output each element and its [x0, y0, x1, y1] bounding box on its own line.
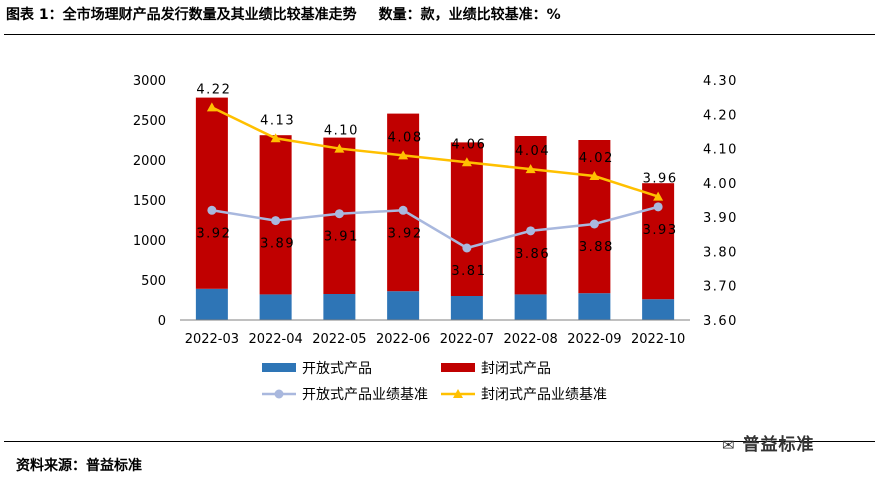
- closed-benchmark-point: [461, 157, 472, 167]
- open-benchmark-point: [271, 216, 281, 226]
- open-product-bar: [642, 299, 675, 320]
- y-right-tick-label: 4.00: [703, 177, 738, 192]
- open-benchmark-data-label: 3.88: [579, 240, 614, 255]
- legend-swatch-bar: [441, 363, 475, 372]
- closed-product-bar: [387, 113, 420, 292]
- closed-benchmark-data-label: 3.96: [643, 172, 678, 187]
- open-benchmark-point: [334, 209, 344, 219]
- legend-swatch-bar: [262, 363, 296, 372]
- y-right-tick-label: 3.70: [703, 280, 738, 295]
- x-tick-label: 2022-09: [567, 332, 621, 347]
- closed-benchmark-data-label: 4.22: [196, 82, 231, 97]
- y-left-tick-label: 1000: [133, 234, 166, 249]
- legend-swatch-marker: [453, 389, 463, 398]
- closed-benchmark-data-label: 4.08: [388, 130, 423, 145]
- wechat-icon: ✉: [722, 436, 736, 454]
- closed-product-bar: [195, 97, 228, 289]
- closed-benchmark-data-label: 4.04: [515, 144, 550, 159]
- closed-product-bar: [578, 140, 611, 294]
- bottom-rule: [4, 441, 875, 442]
- unit-note: 数量：款，业绩比较基准：%: [378, 7, 561, 23]
- closed-benchmark-point: [334, 143, 345, 153]
- open-benchmark-point: [653, 202, 663, 212]
- y-right-tick-label: 4.20: [703, 108, 738, 123]
- closed-product-bar: [642, 183, 675, 300]
- y-right-tick-label: 3.80: [703, 245, 738, 260]
- y-right-tick-label: 3.60: [703, 314, 738, 329]
- closed-benchmark-data-label: 4.10: [324, 124, 359, 139]
- y-right-tick-label: 4.30: [703, 74, 738, 89]
- closed-benchmark-point: [589, 171, 600, 180]
- y-right-tick-label: 4.10: [703, 143, 738, 158]
- closed-benchmark-data-label: 4.13: [260, 113, 295, 128]
- open-benchmark-data-label: 3.89: [260, 237, 295, 252]
- open-benchmark-data-label: 3.91: [324, 230, 359, 245]
- closed-benchmark-point: [206, 102, 217, 112]
- open-benchmark-data-label: 3.86: [515, 247, 550, 262]
- y-left-tick-label: 1500: [133, 194, 166, 209]
- open-benchmark-point: [589, 219, 599, 229]
- y-left-tick-label: 3000: [133, 74, 166, 89]
- closed-benchmark-line: [211, 106, 659, 198]
- chart-title-text: 图表 1：全市场理财产品发行数量及其业绩比较基准走势: [6, 7, 357, 23]
- y-left-tick-label: 2500: [133, 114, 166, 129]
- closed-product-bar: [259, 135, 292, 295]
- x-tick-label: 2022-06: [376, 332, 430, 347]
- y-right-tick-label: 3.90: [703, 211, 738, 226]
- x-tick-label: 2022-03: [185, 332, 239, 347]
- open-benchmark-point: [462, 243, 472, 253]
- open-benchmark-data-label: 3.93: [643, 223, 678, 238]
- open-benchmark-point: [526, 226, 536, 236]
- x-tick-label: 2022-07: [440, 332, 494, 347]
- y-left-tick-label: 2000: [133, 154, 166, 169]
- closed-benchmark-point: [270, 133, 281, 143]
- watermark-text: 普益标准: [742, 435, 815, 455]
- x-tick-label: 2022-08: [503, 332, 557, 347]
- chart-title: 图表 1：全市场理财产品发行数量及其业绩比较基准走势 数量：款，业绩比较基准：%: [6, 4, 561, 24]
- closed-benchmark-data-label: 4.02: [579, 151, 614, 166]
- open-product-bar: [195, 288, 228, 320]
- open-product-bar: [450, 296, 483, 320]
- y-left-tick-label: 500: [141, 274, 166, 289]
- open-benchmark-point: [207, 205, 217, 215]
- open-product-bar: [578, 293, 611, 320]
- open-product-bar: [323, 294, 356, 320]
- open-product-bar: [514, 294, 547, 320]
- x-tick-label: 2022-10: [631, 332, 685, 347]
- top-rule: [4, 34, 875, 35]
- open-benchmark-data-label: 3.81: [451, 264, 486, 279]
- legend-label: 开放式产品业绩基准: [302, 386, 428, 403]
- open-product-bar: [387, 291, 420, 320]
- source-note: 资料来源：普益标准: [16, 458, 142, 474]
- closed-benchmark-point: [398, 150, 409, 160]
- open-benchmark-data-label: 3.92: [196, 226, 231, 241]
- legend-swatch-marker: [274, 389, 284, 399]
- open-benchmark-data-label: 3.92: [388, 226, 423, 241]
- x-tick-label: 2022-05: [312, 332, 366, 347]
- legend-label: 开放式产品: [302, 361, 372, 377]
- legend-label: 封闭式产品: [481, 361, 551, 377]
- x-tick-label: 2022-04: [248, 332, 302, 347]
- watermark: ✉ 普益标准: [722, 430, 815, 455]
- closed-product-bar: [450, 142, 483, 296]
- y-left-tick-label: 0: [158, 314, 166, 329]
- closed-product-bar: [514, 136, 547, 295]
- open-benchmark-point: [398, 205, 408, 215]
- legend-label: 封闭式产品业绩基准: [481, 386, 607, 403]
- open-product-bar: [259, 294, 292, 320]
- closed-benchmark-data-label: 4.06: [451, 137, 486, 152]
- closed-benchmark-point: [525, 164, 536, 174]
- open-benchmark-line: [211, 205, 659, 250]
- closed-benchmark-point: [653, 191, 664, 201]
